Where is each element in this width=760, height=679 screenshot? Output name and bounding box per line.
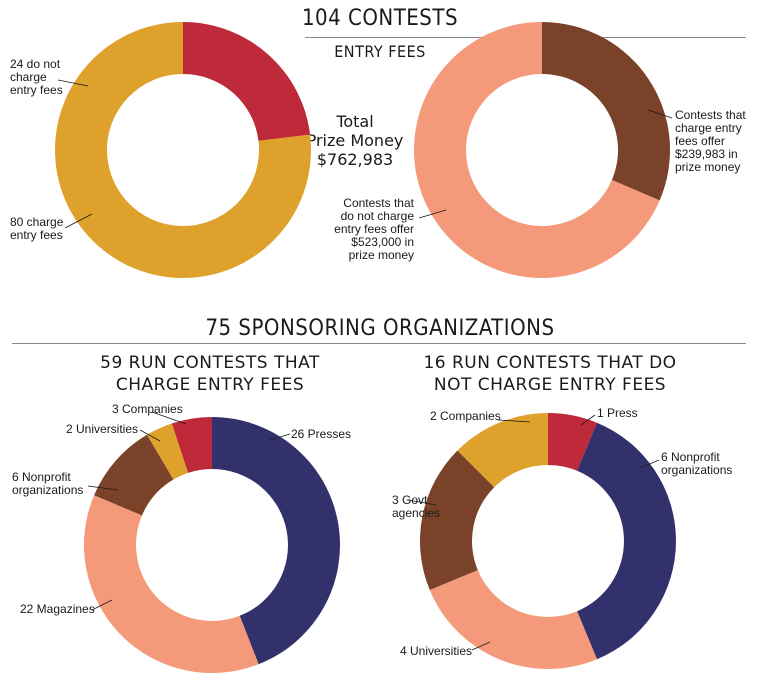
leader-line-orgs-no-charge-4 xyxy=(497,419,531,423)
slice-orgs-no-charge-3 xyxy=(420,450,495,590)
slice-label-orgs-charge-4: 3 Companies xyxy=(112,402,183,416)
slice-contests-entry-fees-1 xyxy=(54,22,311,278)
leader-line-orgs-charge-4 xyxy=(151,411,187,425)
slice-prize-money-1 xyxy=(414,22,660,278)
slice-label-orgs-charge-2: 6 Nonprofit organizations xyxy=(12,470,83,497)
slice-prize-money-0 xyxy=(542,22,671,201)
slice-label-prize-money-1: Contests that do not charge entry fees off… xyxy=(334,196,414,262)
slice-label-orgs-no-charge-1: 6 Nonprofit organizations xyxy=(661,450,732,477)
slice-orgs-no-charge-0 xyxy=(548,413,597,471)
leader-line-orgs-charge-1 xyxy=(91,599,113,611)
slice-label-orgs-charge-1: 22 Magazines xyxy=(20,602,95,616)
top-subtitle: ENTRY FEES xyxy=(334,42,426,61)
slice-orgs-charge-1 xyxy=(84,495,259,673)
slice-orgs-charge-2 xyxy=(94,434,174,516)
left-chart-title-line-2: CHARGE ENTRY FEES xyxy=(115,375,305,395)
leader-line-contests-entry-fees-1 xyxy=(64,213,93,229)
left-chart-title-line-1: 59 RUN CONTESTS THAT xyxy=(100,353,320,373)
leader-line-orgs-charge-2 xyxy=(87,485,119,491)
total-prize-line-1: Total xyxy=(336,112,374,131)
leader-line-prize-money-1 xyxy=(418,209,447,219)
bottom-title: 75 SPONSORING ORGANIZATIONS xyxy=(205,316,555,341)
leader-line-contests-entry-fees-0 xyxy=(57,79,89,87)
top-title: 104 CONTESTS xyxy=(301,6,459,31)
left-chart-title: 59 RUN CONTESTS THAT CHARGE ENTRY FEES xyxy=(60,352,360,396)
donut-orgs-charge: 26 Presses 22 Magazines 6 Nonprofit organiz… xyxy=(12,402,351,673)
leader-line-orgs-no-charge-3 xyxy=(407,499,437,506)
donut-contests-entry-fees: 24 do not charge entry fees 80 charge entry … xyxy=(10,22,311,278)
right-chart-title: 16 RUN CONTESTS THAT DO NOT CHARGE ENTRY… xyxy=(395,352,705,396)
slice-orgs-charge-4 xyxy=(171,417,212,473)
slice-orgs-no-charge-1 xyxy=(577,422,676,660)
leader-line-orgs-charge-3 xyxy=(139,429,161,442)
leader-line-orgs-no-charge-2 xyxy=(471,641,491,651)
slice-contests-entry-fees-0 xyxy=(183,22,311,141)
slice-orgs-charge-0 xyxy=(212,417,341,665)
right-chart-title-line-2: NOT CHARGE ENTRY FEES xyxy=(433,375,667,395)
leader-line-orgs-no-charge-1 xyxy=(639,459,660,469)
slice-orgs-no-charge-4 xyxy=(457,413,548,488)
slice-label-orgs-no-charge-3: 3 Govt agencies xyxy=(392,493,440,520)
leader-line-orgs-charge-0 xyxy=(269,433,291,441)
slice-orgs-no-charge-2 xyxy=(429,570,597,670)
slice-label-orgs-no-charge-4: 2 Companies xyxy=(430,409,501,423)
leader-line-prize-money-0 xyxy=(647,109,673,119)
total-prize-line-3: $762,983 xyxy=(316,150,394,169)
slice-label-orgs-no-charge-0: 1 Press xyxy=(597,406,638,420)
total-prize-line-2: Prize Money xyxy=(306,131,404,150)
slice-label-orgs-charge-3: 2 Universities xyxy=(66,422,138,436)
right-chart-title-line-1: 16 RUN CONTESTS THAT DO xyxy=(423,353,677,373)
slice-orgs-charge-3 xyxy=(147,423,189,480)
slice-label-prize-money-0: Contests that charge entry fees offer $239,… xyxy=(675,108,746,174)
slice-label-orgs-no-charge-2: 4 Universities xyxy=(400,644,472,658)
total-prize-money-text: Total Prize Money $762,983 xyxy=(300,112,410,169)
bottom-title-rule xyxy=(12,343,746,344)
leader-line-orgs-no-charge-0 xyxy=(580,414,596,426)
slice-label-contests-entry-fees-0: 24 do not charge entry fees xyxy=(10,57,63,97)
donut-orgs-no-charge: 1 Press 6 Nonprofit organizations 4 Univers… xyxy=(392,406,732,670)
slice-label-contests-entry-fees-1: 80 charge entry fees xyxy=(10,215,64,242)
slice-label-orgs-charge-0: 26 Presses xyxy=(291,427,351,441)
donut-prize-money: Contests that charge entry fees offer $239,… xyxy=(334,22,746,278)
